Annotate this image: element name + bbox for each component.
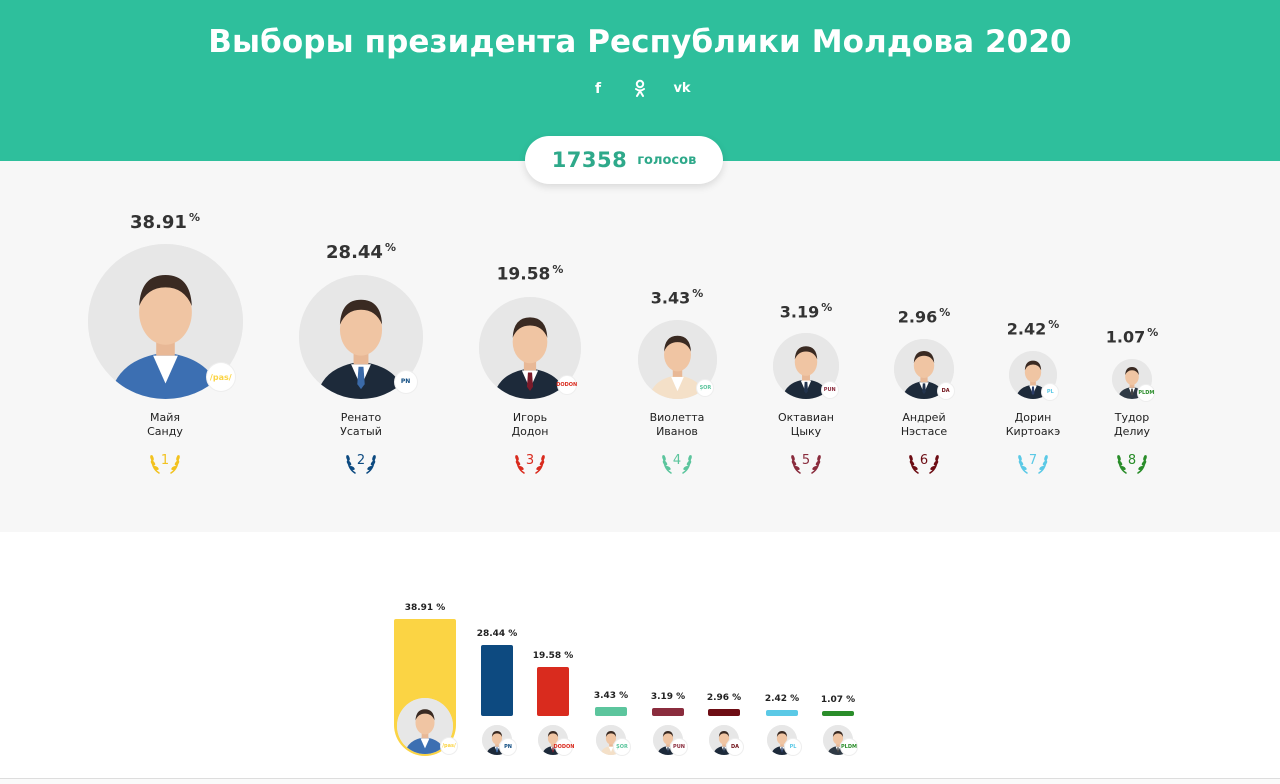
- bar-party-logo: PN: [500, 739, 516, 755]
- chart-bar: [595, 707, 627, 716]
- bar-party-logo: DA: [727, 739, 743, 755]
- bar-value-label: 2.42 %: [764, 693, 800, 704]
- bar-value-label: 3.43 %: [593, 691, 629, 702]
- bar-party-logo: PUN: [671, 739, 687, 755]
- chart-bar: [537, 667, 569, 716]
- results-bar-chart: 38.91 % /pas/28.44 % PN 19.58 % DODON 3.43…: [0, 532, 1280, 784]
- bar-value-label: 19.58 %: [532, 651, 574, 662]
- votes-count: 17358: [551, 148, 628, 172]
- total-votes-badge: 17358 голосов: [525, 136, 723, 184]
- chart-bar: [481, 644, 513, 716]
- chart-bar: [822, 711, 854, 716]
- odnoklassniki-icon[interactable]: [628, 79, 652, 99]
- bar-party-logo: DODON: [554, 739, 575, 755]
- chart-bar: [652, 708, 684, 716]
- bar-value-label: 3.19 %: [650, 692, 686, 703]
- header-banner: Выборы президента Республики Молдова 202…: [0, 0, 1280, 161]
- votes-label: голосов: [637, 152, 697, 168]
- bar-party-logo: /pas/: [441, 738, 457, 754]
- bottom-divider: [0, 778, 1280, 784]
- bar-party-logo: ȘOR: [614, 739, 630, 755]
- candidates-panel: [0, 161, 1280, 532]
- bar-value-label: 2.96 %: [706, 692, 742, 703]
- bar-party-logo: PLDM: [841, 739, 857, 755]
- bar-value-label: 1.07 %: [820, 695, 856, 705]
- vk-icon[interactable]: vk: [673, 81, 691, 96]
- bar-value-label: 38.91 %: [404, 602, 446, 613]
- chart-bar: [766, 709, 798, 716]
- facebook-icon[interactable]: f: [594, 81, 602, 97]
- bar-value-label: 28.44 %: [476, 628, 518, 639]
- social-share-bar: f vk: [0, 79, 1280, 99]
- chart-bar: [708, 708, 740, 716]
- bar-candidate-photo: [482, 725, 512, 755]
- page-title: Выборы президента Республики Молдова 202…: [208, 24, 1072, 60]
- bar-party-logo: PL: [785, 739, 801, 755]
